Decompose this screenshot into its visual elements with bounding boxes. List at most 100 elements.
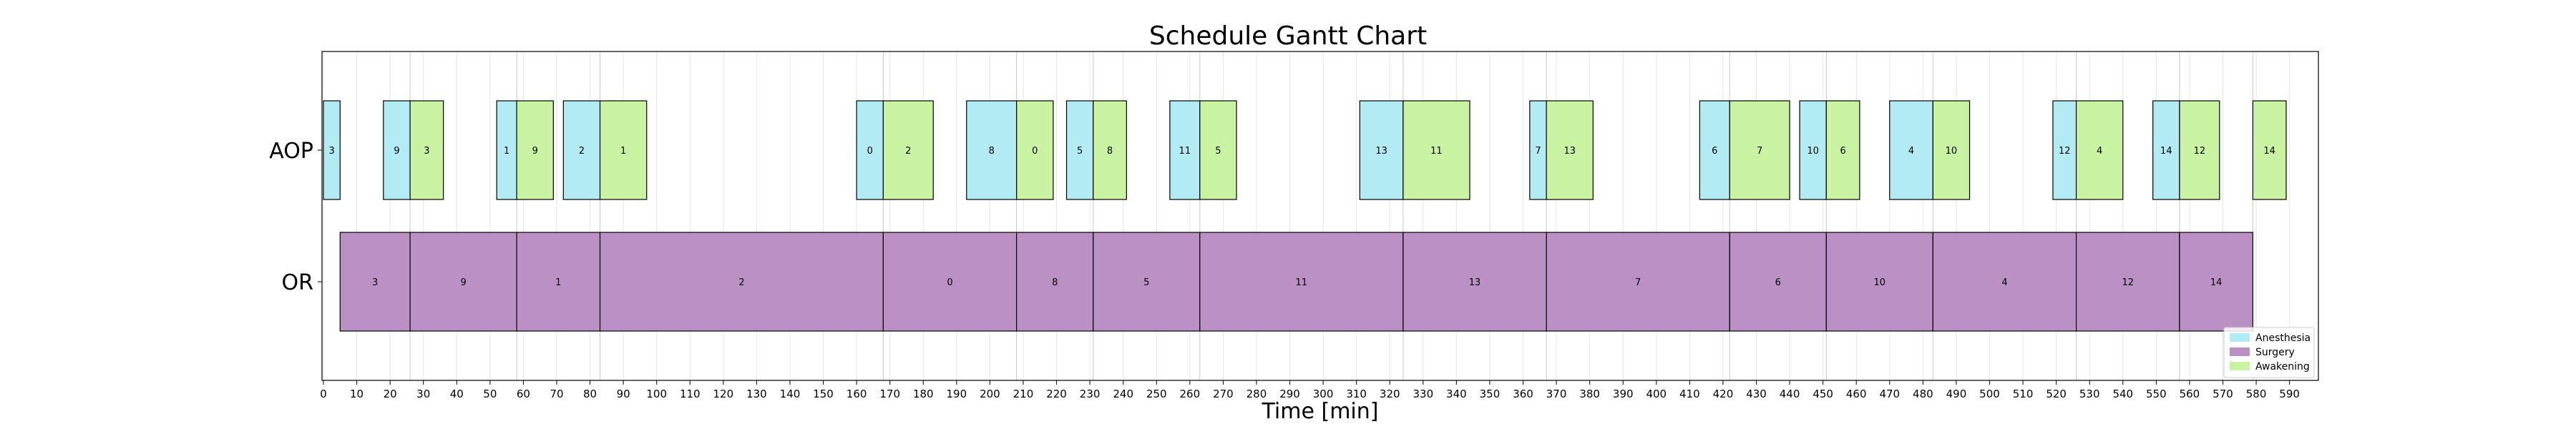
task-label: 8 (1107, 146, 1113, 157)
task-bar-surgery (1402, 232, 1547, 332)
task-bar-awakening (1093, 100, 1127, 200)
task-label: 9 (460, 277, 466, 288)
task-bar-surgery (599, 232, 884, 332)
task-label: 4 (2097, 146, 2102, 157)
task-label: 1 (555, 277, 561, 288)
x-tick-label: 360 (1513, 388, 1533, 400)
task-bar-awakening (882, 100, 934, 200)
x-tick-label: 30 (416, 388, 430, 400)
x-tick-label: 90 (617, 388, 630, 400)
x-tick-label: 60 (517, 388, 530, 400)
x-tick-label: 500 (1979, 388, 2000, 400)
x-tick-label: 490 (1946, 388, 1967, 400)
task-bar-awakening (409, 100, 444, 200)
lane-label-aop: AOP (269, 139, 313, 164)
legend-entry: Surgery (2255, 347, 2295, 358)
task-bar-anesthesia (856, 100, 884, 200)
task-bar-surgery (1932, 232, 2077, 332)
task-label: 13 (1563, 146, 1576, 157)
legend-swatch (2230, 362, 2250, 370)
x-tick-label: 590 (2279, 388, 2300, 400)
task-label: 13 (1375, 146, 1387, 157)
x-tick-label: 170 (879, 388, 900, 400)
task-label: 14 (2210, 277, 2223, 288)
task-label: 7 (1635, 277, 1641, 288)
x-tick-label: 340 (1446, 388, 1467, 400)
task-bar-anesthesia (966, 100, 1018, 200)
task-bar-surgery (1016, 232, 1094, 332)
chart-title: Schedule Gantt Chart (1149, 21, 1427, 51)
legend-swatch (2230, 333, 2250, 342)
task-label: 5 (1077, 146, 1083, 157)
x-tick-label: 20 (384, 388, 397, 400)
x-tick-label: 50 (483, 388, 497, 400)
legend-entry: Anesthesia (2255, 332, 2311, 344)
x-tick-label: 100 (646, 388, 667, 400)
x-tick-label: 270 (1213, 388, 1234, 400)
x-tick-label: 470 (1879, 388, 1900, 400)
x-tick-label: 150 (813, 388, 834, 400)
x-tick-label: 310 (1346, 388, 1367, 400)
x-tick-label: 260 (1179, 388, 1200, 400)
task-bar-surgery (1199, 232, 1404, 332)
x-tick-label: 120 (713, 388, 734, 400)
x-tick-label: 550 (2146, 388, 2167, 400)
task-bar-surgery (339, 232, 411, 332)
task-label: 0 (867, 146, 873, 157)
x-tick-label: 40 (450, 388, 464, 400)
task-bar-surgery (1825, 232, 1933, 332)
task-label: 10 (1807, 146, 1819, 157)
task-label: 4 (2001, 277, 2007, 288)
x-tick-label: 350 (1480, 388, 1501, 400)
x-tick-label: 430 (1746, 388, 1767, 400)
task-label: 8 (1052, 277, 1058, 288)
task-label: 5 (1215, 146, 1221, 157)
task-label: 11 (1430, 146, 1443, 157)
task-label: 7 (1757, 146, 1762, 157)
task-bar-awakening (1016, 100, 1054, 200)
task-label: 8 (989, 146, 995, 157)
x-tick-label: 280 (1246, 388, 1267, 400)
x-tick-label: 560 (2180, 388, 2200, 400)
task-label: 13 (1469, 277, 1481, 288)
task-bar-surgery (1546, 232, 1730, 332)
task-bar-surgery (516, 232, 601, 332)
lane-labels: AOP OR (269, 139, 322, 295)
x-axis-label: Time [min] (1262, 399, 1379, 424)
task-bar-awakening (1729, 100, 1790, 200)
task-label: 2 (579, 146, 585, 157)
x-tick-label: 160 (847, 388, 867, 400)
task-label: 6 (1840, 146, 1845, 157)
task-label: 6 (1775, 277, 1781, 288)
task-bar-anesthesia (1169, 100, 1201, 200)
x-tick-label: 570 (2212, 388, 2233, 400)
task-label: 1 (620, 146, 626, 157)
x-tick-label: 520 (2046, 388, 2067, 400)
task-label: 7 (1535, 146, 1541, 157)
task-label: 12 (2194, 146, 2206, 157)
x-tick-label: 370 (1546, 388, 1567, 400)
x-tick-label: 200 (980, 388, 1000, 400)
task-bar-anesthesia (496, 100, 517, 200)
task-bar-surgery (882, 232, 1018, 332)
task-bars (323, 100, 2287, 332)
x-tick-label: 530 (2079, 388, 2100, 400)
task-bar-awakening (2179, 100, 2220, 200)
task-label: 0 (947, 277, 952, 288)
task-bar-surgery (409, 232, 517, 332)
task-label: 14 (2160, 146, 2172, 157)
x-tick-label: 410 (1679, 388, 1700, 400)
x-tick-label: 580 (2246, 388, 2267, 400)
task-label: 2 (738, 277, 744, 288)
x-tick-label: 380 (1579, 388, 1600, 400)
x-tick-label: 440 (1780, 388, 1800, 400)
x-tick-label: 220 (1046, 388, 1067, 400)
task-bar-surgery (2179, 232, 2254, 332)
task-label: 0 (1032, 146, 1038, 157)
task-label: 3 (329, 146, 335, 157)
task-label: 11 (1296, 277, 1308, 288)
x-tick-label: 250 (1146, 388, 1167, 400)
task-label: 3 (424, 146, 429, 157)
x-tick-label: 0 (320, 388, 327, 400)
